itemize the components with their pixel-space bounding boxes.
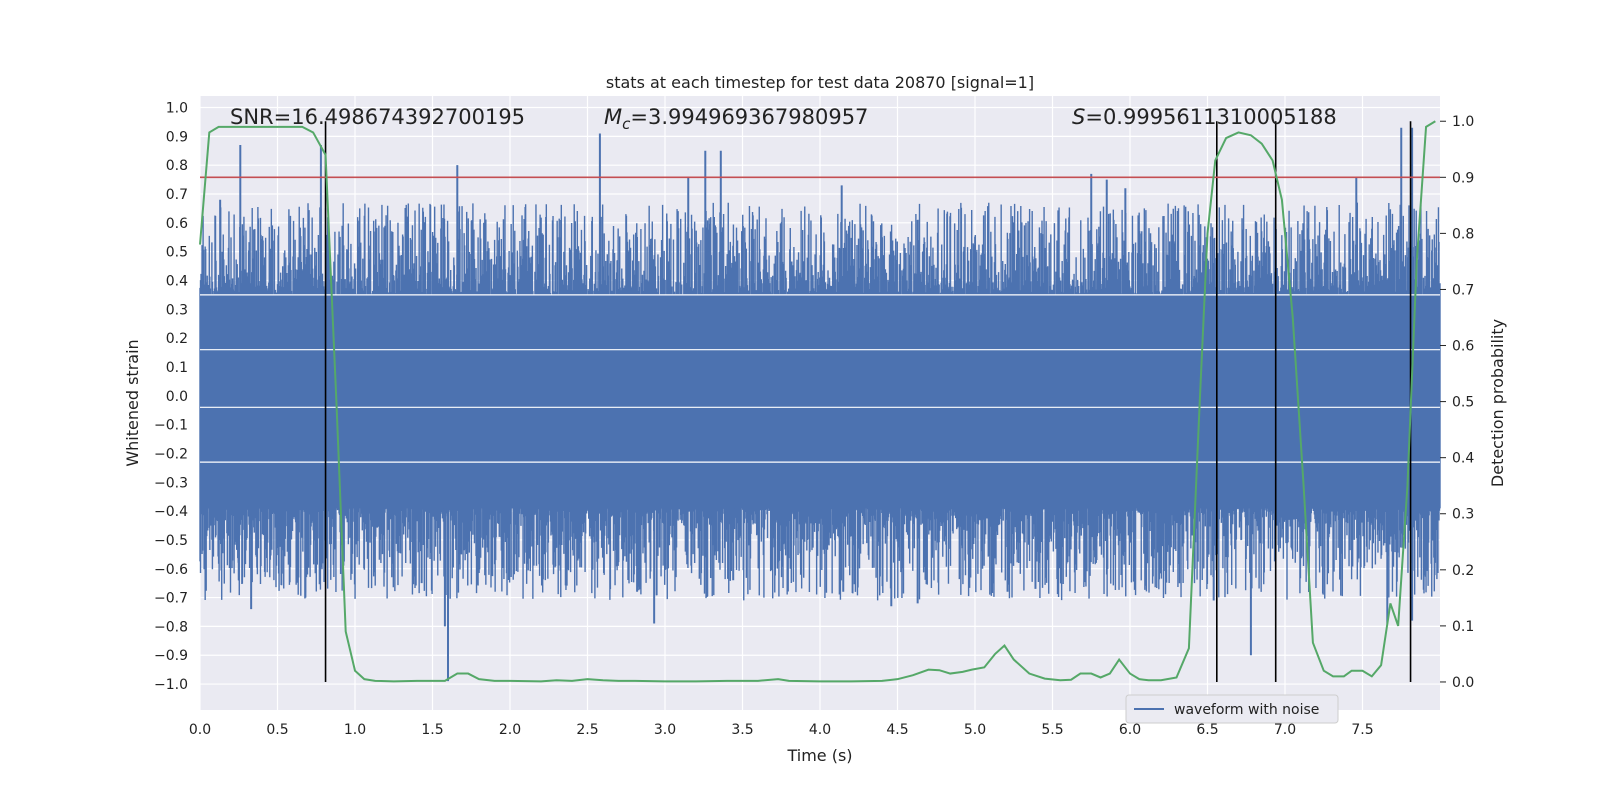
y-tick-label-6: 0.4 [166, 273, 188, 289]
chirp-mass-value: =3.994969367980957 [630, 105, 868, 129]
y-tick-label-13: −0.3 [154, 475, 188, 491]
legend: waveform with noise [1125, 694, 1339, 724]
y-tick-label-12: −0.2 [154, 446, 188, 462]
waveform-series [199, 127, 1441, 682]
x-tick-label-15: 7.5 [1351, 722, 1373, 738]
y2-tick-label-8: 0.2 [1452, 563, 1474, 579]
chirp-mass-annotation: Mc=3.994969367980957 [604, 105, 868, 133]
probability-series [199, 120, 1436, 683]
y2-tick-label-5: 0.5 [1452, 395, 1474, 411]
x-tick-label-12: 6.0 [1119, 722, 1141, 738]
x-tick-label-2: 1.0 [344, 722, 366, 738]
y-tick-label-2: 0.8 [166, 158, 188, 174]
y2-tick-label-2: 0.8 [1452, 226, 1474, 242]
x-tick-label-13: 6.5 [1196, 722, 1218, 738]
y-tick-label-9: 0.1 [166, 360, 188, 376]
score-symbol: S [1072, 105, 1085, 129]
y2-tick-label-1: 0.9 [1452, 170, 1474, 186]
x-tick-label-11: 5.5 [1041, 722, 1063, 738]
chirp-mass-subscript: c [622, 115, 631, 133]
y-tick-label-20: −1.0 [154, 677, 188, 693]
x-tick-label-7: 3.5 [731, 722, 753, 738]
y-tick-label-14: −0.4 [154, 504, 188, 520]
x-tick-label-4: 2.0 [499, 722, 521, 738]
x-tick-label-1: 0.5 [266, 722, 288, 738]
y-tick-label-17: −0.7 [154, 591, 188, 607]
x-axis-ticks: 0.0 0.5 1.0 1.5 2.0 2.5 3.0 3.5 4.0 4.5 5.0 5.5 6.0 6… [189, 722, 1374, 738]
y2-axis-label: Detection probability [1488, 319, 1507, 487]
x-tick-label-5: 2.5 [576, 722, 598, 738]
y-tick-label-3: 0.7 [166, 187, 188, 203]
y-tick-label-1: 0.9 [166, 129, 188, 145]
x-tick-label-14: 7.0 [1274, 722, 1296, 738]
x-tick-label-6: 3.0 [654, 722, 676, 738]
x-tick-label-10: 5.0 [964, 722, 986, 738]
y-tick-label-0: 1.0 [166, 101, 188, 117]
waveform-core [200, 294, 1440, 509]
y-tick-label-7: 0.3 [166, 302, 188, 318]
y-tick-label-10: 0.0 [166, 389, 188, 405]
y2-tick-label-6: 0.4 [1452, 451, 1474, 467]
y-tick-label-5: 0.5 [166, 245, 188, 261]
y-tick-label-8: 0.2 [166, 331, 188, 347]
score-value: =0.9995611310005188 [1085, 105, 1336, 129]
y2-tick-label-3: 0.7 [1452, 282, 1474, 298]
legend-label: waveform with noise [1174, 702, 1319, 718]
y-tick-label-16: −0.6 [154, 562, 188, 578]
y-axis-label: Whitened strain [123, 339, 142, 466]
y-tick-label-11: −0.1 [154, 418, 188, 434]
y-tick-label-15: −0.5 [154, 533, 188, 549]
y-tick-label-4: 0.6 [166, 216, 188, 232]
chart-title: stats at each timestep for test data 208… [606, 73, 1034, 92]
y2-tick-label-0: 1.0 [1452, 114, 1474, 130]
left-y-axis-ticks: 1.0 0.9 0.8 0.7 0.6 0.5 0.4 0.3 0.2 0.1 0.0 −0.1 −0.… [154, 101, 188, 694]
right-y-axis-ticks: 1.0 0.9 0.8 0.7 0.6 0.5 0.4 0.3 0.2 0.1 0.0 [1440, 114, 1474, 691]
y2-tick-label-9: 0.1 [1452, 619, 1474, 635]
chirp-mass-symbol: M [604, 105, 622, 129]
y-tick-label-18: −0.8 [154, 619, 188, 635]
y-tick-label-19: −0.9 [154, 648, 188, 664]
snr-annotation: SNR=16.498674392700195 [230, 105, 525, 129]
y2-tick-label-10: 0.0 [1452, 675, 1474, 691]
detection-probability-line [199, 120, 1436, 683]
x-tick-label-0: 0.0 [189, 722, 211, 738]
x-tick-label-9: 4.5 [886, 722, 908, 738]
y2-tick-label-4: 0.6 [1452, 339, 1474, 355]
y2-tick-label-7: 0.3 [1452, 507, 1474, 523]
score-annotation: S=0.9995611310005188 [1072, 105, 1337, 129]
x-tick-label-8: 4.0 [809, 722, 831, 738]
x-axis-label: Time (s) [786, 746, 852, 765]
legend-box [1125, 694, 1339, 724]
x-tick-label-3: 1.5 [421, 722, 443, 738]
